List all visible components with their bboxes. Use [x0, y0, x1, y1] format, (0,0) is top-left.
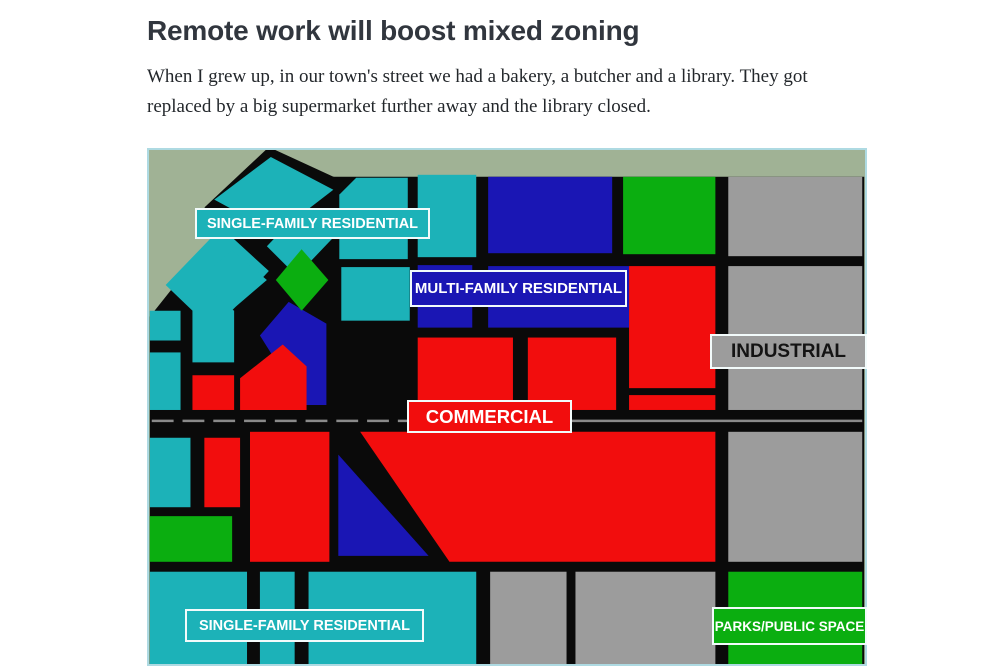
content-column: Remote work will boost mixed zoning When… — [147, 0, 887, 123]
label-parks: PARKS/PUBLIC SPACE — [712, 607, 867, 645]
article-body: When I grew up, in our town's street we … — [147, 65, 808, 118]
label-single-family-top: SINGLE-FAMILY RESIDENTIAL — [195, 208, 430, 239]
label-commercial: COMMERCIAL — [407, 400, 572, 433]
article-title: Remote work will boost mixed zoning — [147, 15, 640, 46]
label-single-family-bottom: SINGLE-FAMILY RESIDENTIAL — [185, 609, 424, 642]
commercial-blocks — [192, 266, 716, 562]
label-industrial: INDUSTRIAL — [710, 334, 867, 369]
label-multi-family: MULTI-FAMILY RESIDENTIAL — [410, 270, 627, 307]
zoning-map: SINGLE-FAMILY RESIDENTIAL MULTI-FAMILY R… — [147, 148, 867, 666]
